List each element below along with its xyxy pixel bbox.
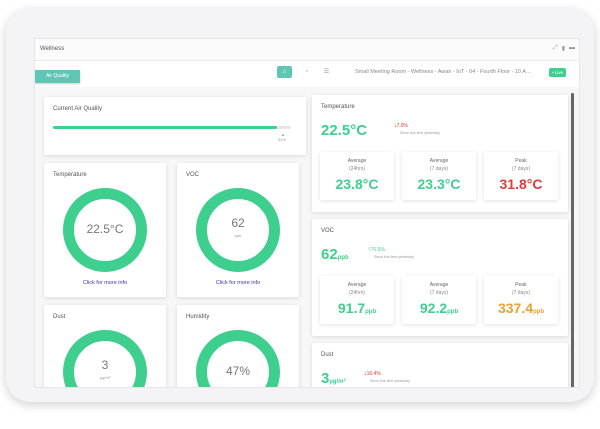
humidity-gauge-card[interactable]: Humidity 47% [177, 305, 299, 387]
voc-panel-title: VOC [321, 228, 335, 234]
temperature-more-info-link[interactable]: Click for more info [82, 280, 128, 286]
stat-value: 91.7ppb [320, 300, 394, 316]
dust-gauge-card[interactable]: Dust 3 µg/m³ [44, 305, 166, 387]
temperature-delta: 🡓7.9% [394, 123, 408, 131]
voc-ring: 62 ppb [196, 188, 280, 272]
temperature-gauge-title: Temperature [53, 172, 87, 178]
app-title: Wellness [40, 46, 65, 52]
air-quality-bar-fill [53, 126, 277, 129]
dust-gauge-unit: µg/m³ [99, 375, 111, 380]
stat-period: (24hrs) [349, 290, 365, 296]
list-icon[interactable]: ☰ [323, 69, 330, 75]
stat-period: (7 days) [511, 166, 531, 172]
stat-number: 337.4 [497, 300, 534, 316]
chart-icon[interactable]: ◔ [304, 69, 309, 75]
voc-gauge-title: VOC [186, 172, 200, 178]
voc-current-number: 62 [321, 246, 338, 263]
temperature-stat-card: Average (24hrs) 23.8°C [320, 152, 394, 200]
dust-current-value: 3µg/m³ [321, 370, 345, 387]
stat-period: (7 days) [429, 290, 449, 296]
app-screen: Wellness ⤢ ▮ ▬ Air Quality ⌂ ◔ ☰ Small M… [34, 38, 580, 388]
stat-label: Average [429, 158, 449, 164]
air-quality-title: Current Air Quality [53, 106, 103, 112]
dust-gauge-title: Dust [53, 314, 66, 320]
temperature-ring: 22.5°C [63, 188, 147, 272]
stat-label: Peak [515, 158, 527, 164]
breadcrumb: Small Meeting Room - Wellness - Awair - … [355, 69, 532, 75]
stat-value: 92.2ppb [402, 300, 476, 316]
voc-stat-card: Peak (7 days) 337.4ppb [484, 276, 558, 324]
navbar: Air Quality ⌂ ◔ ☰ Small Meeting Room - W… [35, 61, 579, 87]
dust-ring: 3 µg/m³ [63, 330, 147, 387]
voc-gauge-card[interactable]: VOC 62 ppb Click for more info [177, 163, 299, 297]
voc-gauge-unit: ppb [234, 233, 242, 238]
scrollbar[interactable] [571, 93, 574, 387]
window-controls: ⤢ ▮ ▬ [553, 45, 575, 52]
voc-more-info-link[interactable]: Click for more info [215, 280, 261, 286]
temperature-delta-value: 7.9% [396, 123, 409, 129]
live-badge: • Live [549, 68, 567, 77]
humidity-ring: 47% [196, 330, 280, 387]
stat-label: Average [429, 282, 449, 288]
voc-stat-card: Average (24hrs) 91.7ppb [320, 276, 394, 324]
dust-delta: 🡓16.4% [364, 371, 381, 379]
comment-icon[interactable]: ▬ [569, 45, 575, 51]
up-arrow-icon: ▲ [281, 132, 285, 137]
temperature-delta-note: Since this time yesterday [400, 131, 440, 135]
stat-period: (24hrs) [349, 166, 365, 172]
voc-stat-card: Average (7 days) 92.2ppb [402, 276, 476, 324]
expand-icon[interactable]: ⤢ [552, 45, 558, 51]
stat-label: Peak [515, 282, 527, 288]
tablet-frame: Wellness ⤢ ▮ ▬ Air Quality ⌂ ◔ ☰ Small M… [6, 8, 594, 402]
temperature-panel-title: Temperature [321, 104, 355, 110]
temperature-gauge-card[interactable]: Temperature 22.5°C Click for more info [44, 163, 166, 297]
temperature-gauge-value: 22.5°C [86, 222, 124, 236]
stat-number: 92.2 [419, 300, 448, 316]
home-icon[interactable]: ⌂ [277, 66, 292, 78]
down-arrow-icon: 🡓 [364, 371, 367, 377]
window-titlebar: Wellness ⤢ ▮ ▬ [35, 39, 579, 61]
trash-icon[interactable]: ▮ [561, 46, 565, 52]
voc-gauge-value: 62 [231, 216, 245, 230]
stat-unit: ppb [533, 309, 545, 315]
voc-delta-note: Since this time yesterday [374, 255, 414, 259]
stat-value: 23.3°C [417, 176, 461, 192]
voc-current-unit: ppb [337, 255, 349, 261]
voc-current-value: 62ppb [321, 246, 349, 263]
dust-current-unit: µg/m³ [329, 379, 346, 385]
air-quality-card: Current Air Quality ▲ 94% [44, 97, 306, 155]
stat-label: Average [347, 158, 367, 164]
stat-label: Average [347, 282, 367, 288]
temperature-panel: Temperature 22.5°C 🡓7.9% Since this time… [312, 95, 568, 212]
down-arrow-icon: 🡓 [394, 123, 397, 129]
dust-panel: Dust 3µg/m³ 🡓16.4% Since this time yeste… [312, 343, 568, 387]
dust-delta-note: Since this time yesterday [370, 379, 410, 383]
stat-period: (7 days) [429, 166, 449, 172]
temperature-current-value: 22.5°C [321, 122, 368, 139]
air-quality-bar [53, 126, 291, 129]
tab-air-quality[interactable]: Air Quality [35, 70, 80, 83]
voc-delta-value: 76.5% [370, 247, 385, 253]
stat-unit: ppb [365, 309, 377, 315]
temperature-stat-card: Average (7 days) 23.3°C [402, 152, 476, 200]
temperature-stat-card: Peak (7 days) 31.8°C [484, 152, 558, 200]
stat-value: 337.4ppb [484, 300, 558, 316]
humidity-gauge-value: 47% [225, 364, 251, 378]
dust-panel-title: Dust [321, 352, 334, 358]
humidity-gauge-title: Humidity [186, 314, 210, 320]
stat-value: 23.8°C [335, 176, 379, 192]
dust-delta-value: 16.4% [366, 371, 381, 377]
dashboard-content: Current Air Quality ▲ 94% Temperature 22… [35, 87, 579, 387]
stat-value: 31.8°C [499, 176, 543, 192]
dust-current-number: 3 [321, 370, 330, 387]
voc-panel: VOC 62ppb 🡑76.5% Since this time yesterd… [312, 219, 568, 336]
dust-gauge-value: 3 [101, 358, 109, 372]
up-arrow-icon: 🡑 [368, 247, 371, 253]
stat-number: 91.7 [337, 300, 366, 316]
stat-period: (7 days) [511, 290, 531, 296]
air-quality-percent: 94% [278, 137, 287, 142]
voc-delta: 🡑76.5% [368, 247, 385, 255]
stat-unit: ppb [447, 309, 459, 315]
